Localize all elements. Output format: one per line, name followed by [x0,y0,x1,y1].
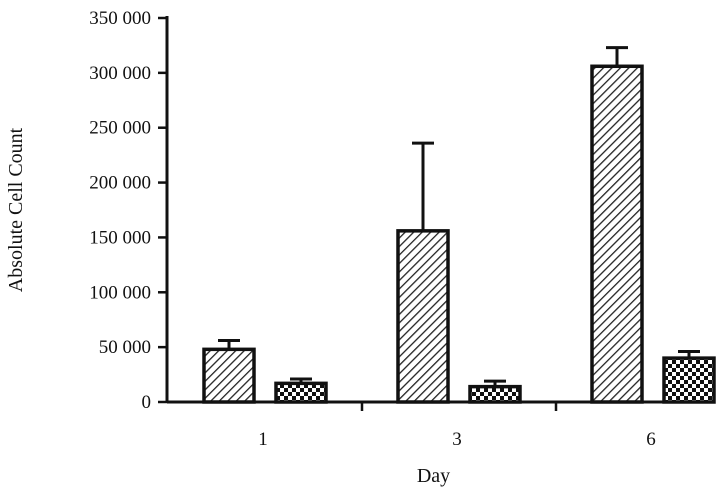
bar-group [590,46,644,404]
y-tick-label: 50 000 [99,337,151,358]
y-tick-label: 100 000 [89,282,151,303]
bar-group [202,339,256,404]
bar-group [662,350,716,404]
axes [165,16,708,404]
bar-group [396,141,450,404]
x-tick-label: 1 [258,429,268,450]
x-tick-label: 3 [452,429,462,450]
bar-hatched [202,347,256,404]
y-tick-label: 200 000 [89,173,151,194]
bar-checkered [468,384,522,404]
y-tick-label: 350 000 [89,8,151,29]
y-tick-label: 150 000 [89,227,151,248]
bar-group [274,377,328,404]
x-tick-label: 6 [646,429,656,450]
bar-checkered [662,356,716,404]
y-axis-title: Absolute Cell Count [5,127,27,292]
y-tick-label: 300 000 [89,63,151,84]
y-tick-label: 0 [142,392,152,413]
bar-checkered [274,381,328,404]
x-axis-ticks: 1 3 6 [258,402,656,450]
bars [202,46,716,404]
bar-hatched [590,64,644,404]
bar-hatched [396,229,450,404]
bar-group [468,379,522,404]
x-axis-title: Day [417,465,450,487]
y-tick-label: 250 000 [89,118,151,139]
y-axis-ticks: 0 50 000 100 000 150 000 200 000 250 000 300 0… [89,8,167,413]
